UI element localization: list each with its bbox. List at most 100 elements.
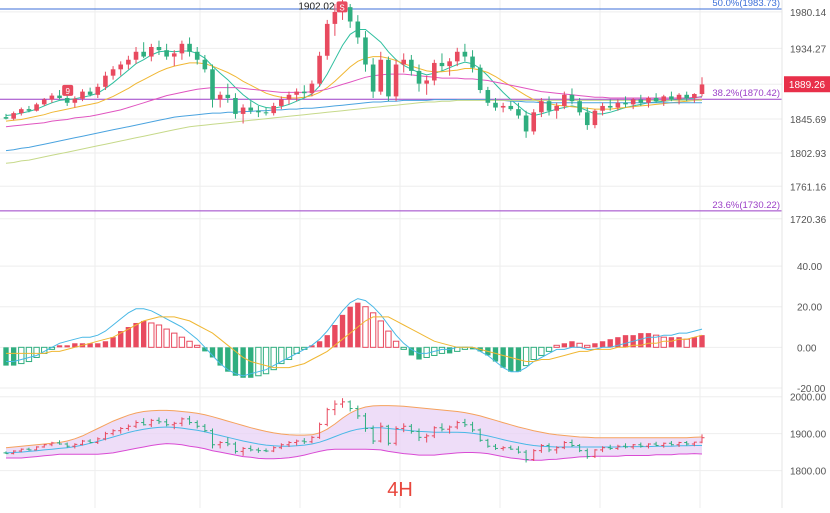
macd-bar — [522, 346, 530, 367]
macd-bar — [133, 322, 139, 348]
boll-tick-label: 1900.00 — [790, 430, 827, 441]
candle-body — [401, 59, 407, 65]
macd-bar — [95, 343, 101, 348]
ma-line-longest — [5, 99, 702, 164]
macd-bar — [347, 306, 353, 348]
candle-body — [531, 112, 537, 132]
price-tick-label: 1934.27 — [790, 44, 827, 55]
macd-bar — [622, 335, 629, 348]
macd-bar — [217, 347, 223, 366]
macd-bar — [500, 347, 506, 368]
candle-body — [653, 97, 659, 102]
axis-layer: 1980.14 1934.27 1889.26 1845.69 1802.93 1761.… — [781, 0, 830, 508]
macd-bar — [615, 337, 621, 348]
macd-dea-line — [6, 316, 703, 369]
candle-body — [80, 91, 85, 99]
candle-body — [332, 11, 338, 24]
candle-body — [217, 94, 223, 100]
fib-label: 23.6%(1730.22) — [712, 200, 780, 211]
signal-marker-9 — [62, 84, 74, 96]
macd-bar — [102, 341, 109, 348]
macd-tick-label: 0.00 — [797, 343, 817, 354]
signal-marker-9-text: 9 — [65, 87, 70, 96]
price-tick-label: 1802.93 — [790, 149, 827, 160]
macd-bar — [18, 346, 25, 365]
candle-body — [126, 59, 131, 65]
candle-body — [569, 94, 575, 102]
price-tick-label: 1845.69 — [790, 115, 827, 126]
macd-bar — [255, 346, 262, 377]
macd-bar — [584, 344, 591, 348]
macd-bar — [369, 312, 377, 348]
candle-body — [11, 113, 16, 119]
candle-body — [493, 102, 498, 108]
candle-body — [539, 101, 544, 113]
candle-body — [477, 67, 483, 91]
macd-bar — [186, 340, 193, 348]
macd-bar — [691, 337, 698, 348]
candle-body — [347, 7, 353, 22]
candle-body — [470, 56, 475, 68]
macd-bar — [3, 347, 9, 366]
macd-bar — [652, 334, 660, 348]
signal-marker-s-text: S — [339, 3, 344, 12]
boll-band-fill — [6, 405, 702, 461]
candle-body — [699, 84, 705, 94]
macd-bar — [676, 337, 682, 348]
candle-body — [133, 51, 139, 60]
macd-bar — [148, 322, 155, 348]
candle-body — [684, 94, 689, 98]
ma-line-long — [5, 99, 702, 152]
candle-body — [409, 59, 414, 71]
macd-bar — [270, 346, 277, 371]
boll-tick-label: 1800.00 — [790, 467, 827, 478]
boll-mid-line — [5, 426, 702, 454]
candle-body — [485, 90, 491, 103]
candle-body — [646, 97, 651, 103]
candle-body — [141, 51, 146, 57]
candle-body — [225, 94, 231, 98]
boll-lower-line — [6, 443, 703, 461]
candle-body — [95, 86, 101, 95]
macd-bar — [155, 324, 163, 348]
macd-bar — [492, 347, 499, 362]
candle-body — [149, 47, 154, 57]
candle-body — [378, 59, 384, 92]
macd-bar — [56, 345, 63, 348]
macd-bar — [545, 346, 553, 352]
price-tick-label: 1720.36 — [790, 215, 827, 226]
candle-body — [3, 117, 9, 119]
macd-bar — [248, 347, 254, 378]
macd-bar — [285, 346, 293, 361]
candle-body — [263, 112, 269, 114]
macd-bar — [377, 320, 384, 348]
macd-bar — [178, 336, 186, 348]
macd-bar — [125, 327, 132, 348]
macd-bar — [324, 335, 330, 348]
candle-body — [393, 64, 399, 97]
macd-bar — [225, 347, 231, 372]
candle-body — [72, 98, 78, 103]
boll-upper-line — [5, 405, 703, 449]
macd-bar — [645, 333, 652, 348]
candle-body — [271, 105, 276, 114]
candle-body — [676, 94, 682, 100]
candle-body — [210, 69, 215, 100]
candle-body — [41, 99, 47, 105]
price-tick-label: 1980.14 — [790, 8, 827, 19]
macd-bar — [469, 347, 476, 350]
candle-body — [87, 91, 93, 95]
candle-body — [57, 95, 62, 98]
macd-tick-label: -20.00 — [797, 384, 826, 395]
candle-body — [386, 59, 391, 97]
macd-bar — [10, 347, 17, 366]
macd-bar — [561, 343, 568, 348]
fib-label: 38.2%(1870.42) — [712, 88, 780, 99]
macd-bar — [592, 343, 598, 348]
macd-bar — [362, 306, 369, 348]
candle-body — [447, 61, 452, 67]
candle-body — [363, 37, 368, 65]
candle-body — [26, 109, 32, 111]
candle-body — [661, 96, 667, 102]
macd-bar — [683, 338, 690, 348]
